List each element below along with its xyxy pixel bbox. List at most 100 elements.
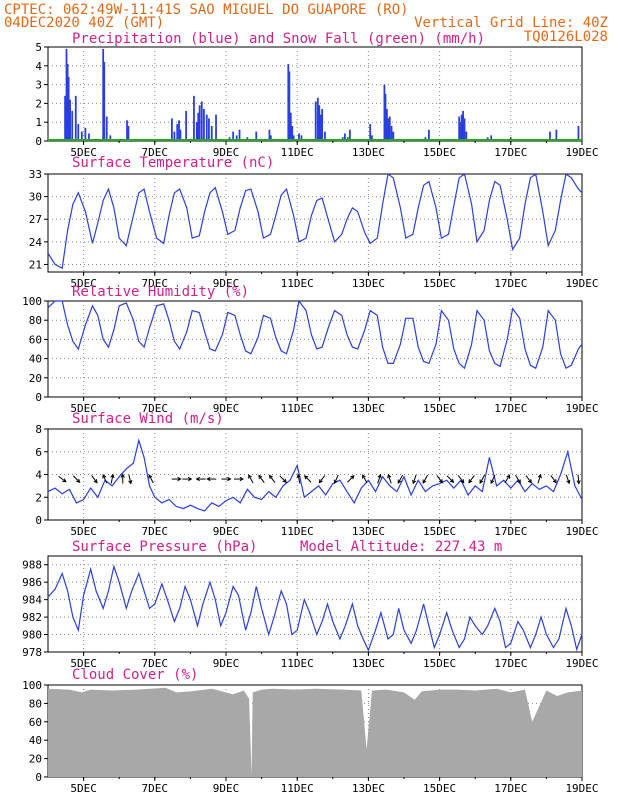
precip-bar	[176, 124, 179, 141]
precip-bar	[369, 124, 372, 141]
wind-arrow	[72, 475, 81, 483]
wind-arrow	[515, 474, 521, 484]
x-tick-label: 11DEC	[281, 782, 314, 795]
x-tick-label: 11DEC	[281, 657, 314, 670]
x-tick-label: 7DEC	[142, 277, 169, 290]
wind-arrow-head	[128, 479, 133, 485]
wind-arrow-head	[62, 478, 67, 483]
x-tick-label: 5DEC	[70, 525, 97, 538]
precip-bar	[288, 71, 291, 141]
precip-bar	[298, 133, 300, 141]
precip-bar	[459, 122, 462, 141]
series-line-rh	[47, 299, 583, 370]
panel-title-wind: Surface Wind (m/s)	[72, 411, 224, 427]
x-tick-label: 15DEC	[423, 657, 456, 670]
wind-arrow	[537, 473, 542, 484]
wind-arrow	[422, 474, 428, 484]
wind-arrow-head	[468, 479, 473, 484]
wind-arrow	[362, 474, 368, 484]
wind-arrow-head	[333, 479, 338, 485]
x-tick-label: 13DEC	[352, 146, 385, 159]
x-tick-label: 5DEC	[70, 657, 97, 670]
x-tick-label: 19DEC	[565, 277, 598, 290]
wind-arrow	[233, 476, 245, 482]
wind-arrow-shaft	[148, 474, 154, 484]
precip-bar	[170, 118, 173, 141]
wind-arrow	[102, 473, 108, 484]
precip-bar	[77, 124, 80, 141]
precip-bar	[428, 129, 430, 141]
wind-arrow-head	[303, 475, 309, 480]
panel-title-cloud: Cloud Cover (%)	[72, 667, 198, 683]
precip-bar	[387, 118, 390, 141]
precip-bar	[384, 94, 387, 141]
header-line1: CPTEC: 062:49W-11:41S SAO MIGUEL DO GUAP…	[4, 2, 409, 18]
x-tick-label: 15DEC	[423, 402, 456, 415]
wind-arrow-head	[438, 479, 443, 484]
wind-arrow-head	[227, 476, 232, 482]
precip-bar	[324, 131, 326, 141]
wind-arrow	[279, 475, 287, 483]
y-tick-label: 2	[35, 97, 42, 110]
x-tick-label: 17DEC	[494, 657, 527, 670]
precip-bar	[388, 116, 391, 141]
wind-arrow-shaft	[110, 474, 114, 484]
x-tick-label: 7DEC	[142, 525, 169, 538]
precip-bar	[383, 84, 386, 141]
x-tick-label: 17DEC	[494, 782, 527, 795]
x-tick-label: 19DEC	[565, 657, 598, 670]
precip-bar	[80, 131, 83, 141]
precip-bar	[185, 110, 188, 141]
wind-arrow-head	[527, 479, 532, 484]
wind-arrow-shaft	[565, 474, 570, 484]
panel-temp: Surface Temperature (nC) 5DEC 7DEC 9DEC 11DE…	[29, 155, 599, 290]
wind-arrow	[347, 475, 355, 483]
wind-arrow-shaft	[72, 475, 81, 483]
wind-arrow-head	[318, 479, 323, 484]
series-line-temp	[47, 172, 583, 270]
wind-arrow-shaft	[412, 474, 417, 484]
precip-bar	[232, 131, 235, 141]
x-tick-label: 17DEC	[494, 402, 527, 415]
wind-arrow-head	[148, 474, 153, 479]
precip-bar	[348, 129, 351, 141]
precip-bar	[255, 131, 258, 141]
y-tick-label: 100	[22, 679, 42, 692]
y-tick-label: 2	[35, 491, 42, 504]
y-tick-label: 6	[35, 446, 42, 459]
wind-arrow-shaft	[422, 474, 428, 484]
y-tick-label: 60	[29, 333, 42, 346]
precip-bar	[465, 131, 468, 141]
wind-arrow-shaft	[446, 475, 454, 483]
x-tick-label: 19DEC	[565, 146, 598, 159]
wind-arrow	[182, 476, 193, 482]
wind-arrow-shaft	[362, 474, 368, 484]
wind-arrow	[333, 474, 339, 485]
wind-arrow-shaft	[269, 475, 276, 483]
wind-arrow-head	[76, 478, 81, 483]
wind-arrow	[128, 474, 133, 485]
wind-arrow-head	[102, 473, 107, 479]
header-date: 04DEC2020 40Z (GMT)	[4, 15, 164, 31]
wind-arrow-shaft	[550, 475, 557, 483]
x-tick-label: 19DEC	[565, 525, 598, 538]
precip-bar	[179, 129, 182, 141]
wind-arrow	[479, 474, 485, 484]
y-tick-label: 20	[29, 372, 42, 385]
wind-arrow	[58, 475, 67, 483]
wind-arrow-head	[239, 476, 245, 482]
precip-bar	[66, 63, 69, 141]
y-tick-label: 988	[22, 559, 42, 572]
precip-bar	[203, 109, 205, 141]
panel-frame-rh	[47, 300, 583, 398]
wind-arrow-head	[576, 480, 581, 485]
precip-bar	[300, 135, 303, 141]
wind-arrow-shaft	[91, 475, 98, 483]
precip-bar	[549, 131, 551, 141]
y-tick-label: 30	[29, 191, 42, 204]
wind-arrow-head	[460, 479, 465, 484]
x-tick-label: 13DEC	[352, 277, 385, 290]
panels: Precipitation (blue) and Snow Fall (gree…	[22, 31, 598, 795]
y-tick-label: 40	[29, 734, 42, 747]
wind-arrow	[436, 475, 443, 484]
